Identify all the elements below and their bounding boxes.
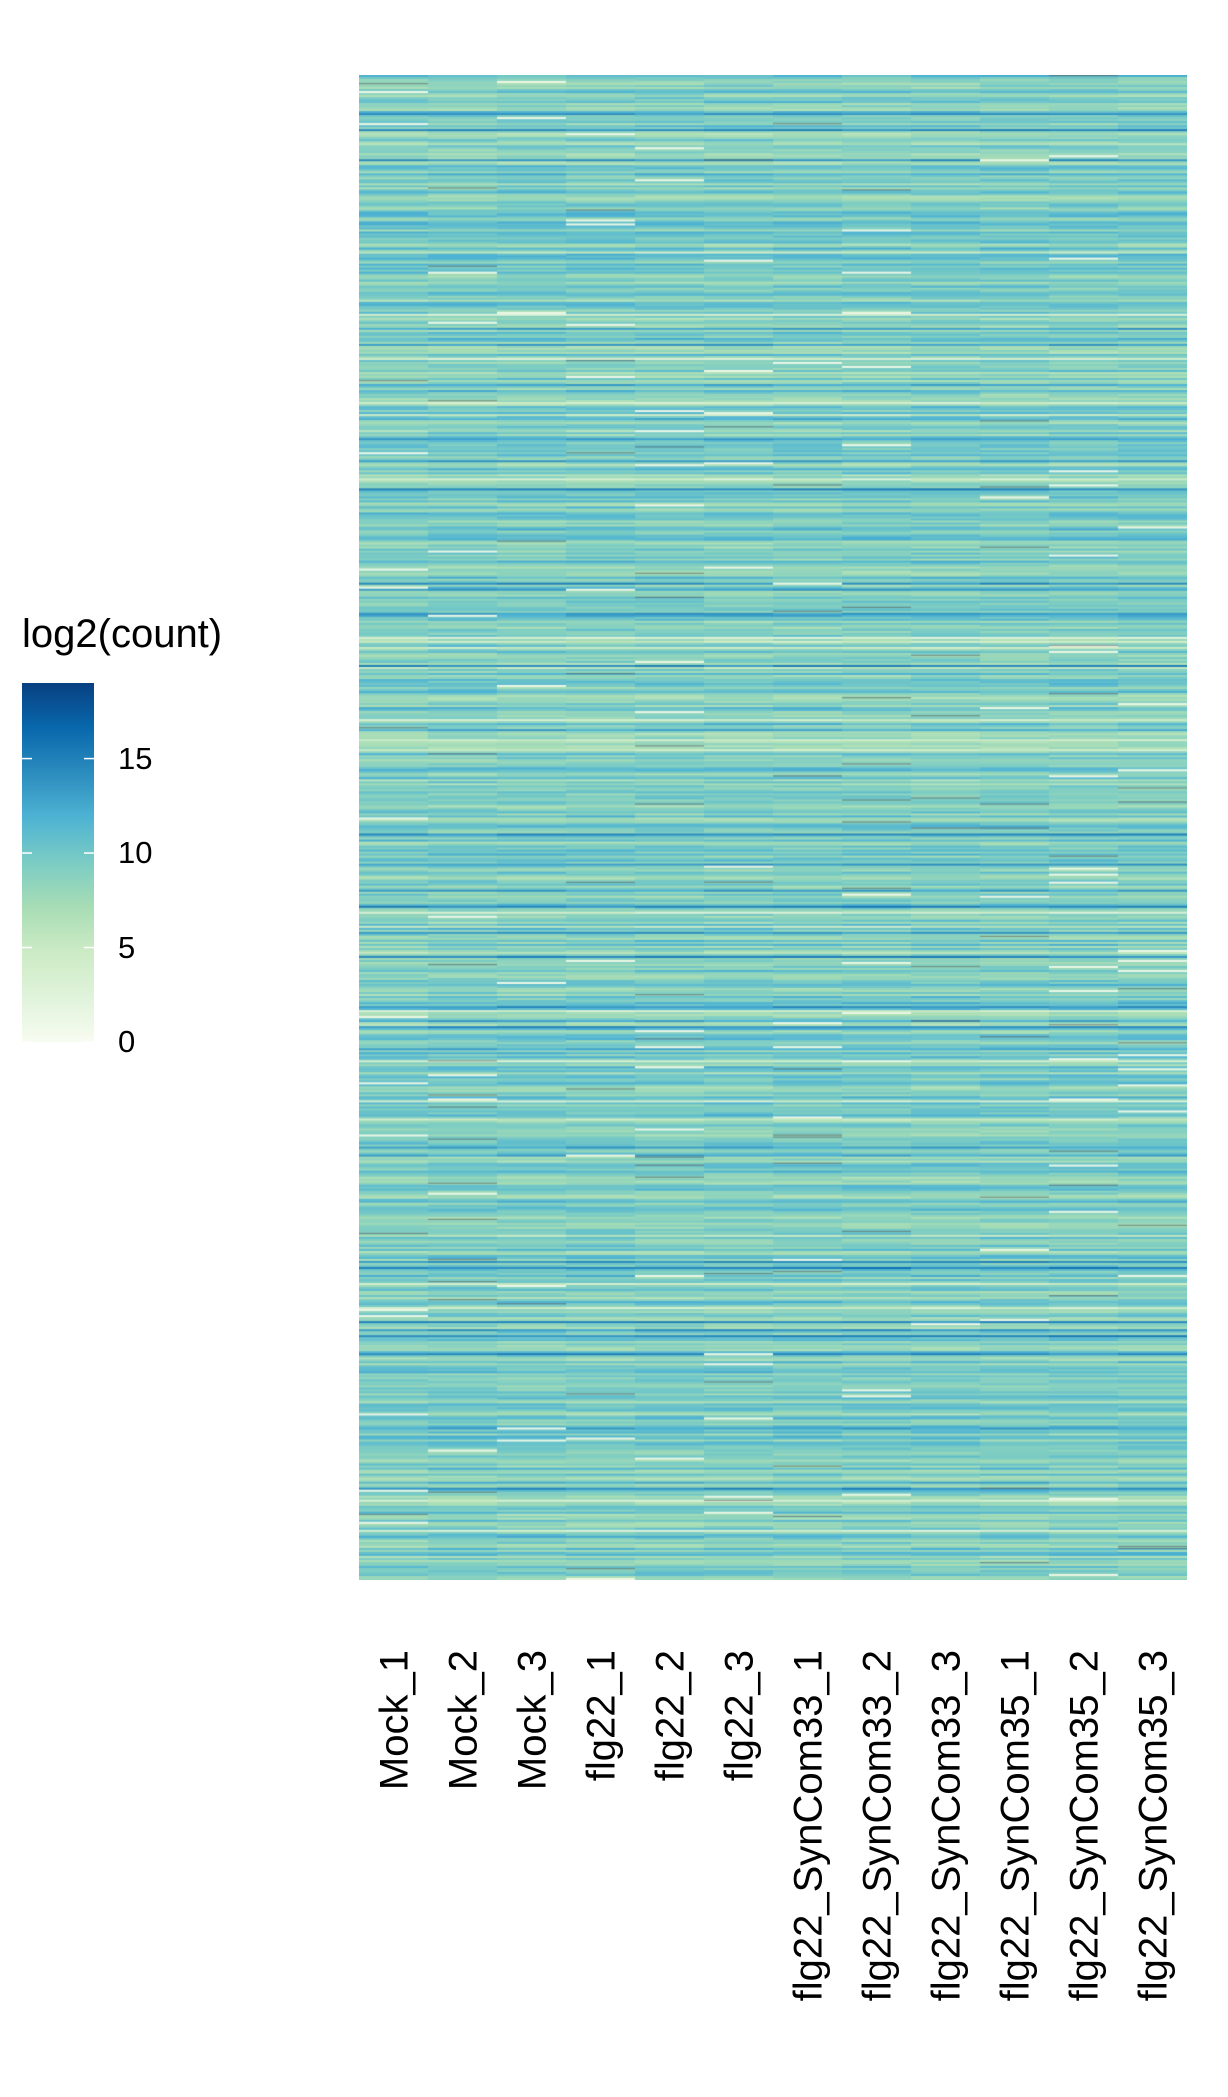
legend-tick-label: 0	[118, 1024, 136, 1059]
color-legend	[22, 683, 94, 1043]
column-label: flg22_3	[718, 1650, 762, 1781]
legend-title: log2(count)	[22, 612, 223, 656]
legend-tick-label: 5	[118, 929, 136, 965]
legend-tick-label: 15	[118, 740, 153, 776]
column-label: flg22_2	[649, 1650, 693, 1781]
column-labels: Mock_1 Mock_2 Mock_3 flg22_1 flg22_2 flg22_3 f…	[373, 1650, 1176, 2001]
legend-color-bar	[22, 683, 94, 1042]
heatmap-cell-grid	[359, 75, 1187, 1580]
column-label: flg22_SynCom35_1	[994, 1650, 1038, 2001]
column-label: flg22_SynCom33_1	[787, 1650, 831, 2001]
column-label: Mock_3	[511, 1650, 555, 1790]
column-label: flg22_SynCom35_3	[1132, 1650, 1176, 2001]
legend-tick-label: 10	[118, 835, 153, 871]
column-label: Mock_2	[442, 1650, 486, 1790]
heatmap-cells	[359, 75, 1187, 1580]
column-label: flg22_SynCom35_2	[1063, 1650, 1107, 2001]
column-label: flg22_SynCom33_2	[856, 1650, 900, 2001]
column-label: Mock_1	[373, 1650, 417, 1790]
column-label: flg22_1	[580, 1650, 624, 1781]
column-label: flg22_SynCom33_3	[925, 1650, 969, 2001]
